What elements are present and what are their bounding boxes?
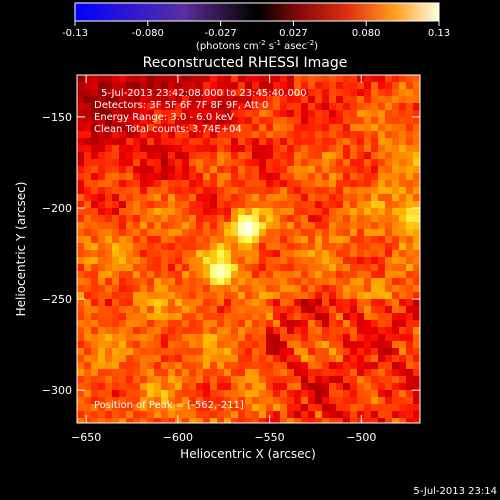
colorbar-tick-label: 0.027: [279, 28, 308, 39]
x-axis-label: Heliocentric X (arcsec): [180, 447, 316, 461]
y-tick-label: −250: [42, 293, 72, 306]
footer-date: 5-Jul-2013 23:14: [413, 486, 497, 497]
colorbar-tick-label: -0.080: [132, 28, 164, 39]
colorbar-tick-label: 0.13: [428, 28, 450, 39]
chart-title: Reconstructed RHESSI Image: [143, 55, 348, 71]
heatmap-image: [77, 75, 420, 423]
plot-frame: [76, 74, 421, 424]
colorbar-tick-label: -0.13: [62, 28, 88, 39]
clean-counts-annotation: Clean Total counts: 3.74E+04: [94, 124, 242, 135]
colorbar-tick-label: -0.027: [204, 28, 236, 39]
x-tick-label: −550: [254, 431, 284, 444]
y-tick-label: −150: [42, 111, 72, 124]
colorbar-ticks: -0.13 -0.080 -0.027 0.027 0.080 0.13: [62, 21, 450, 39]
x-tick-label: −600: [163, 431, 193, 444]
x-tick-label: −500: [346, 431, 376, 444]
time-range-annotation: 5-Jul-2013 23:42:08.000 to 23:45:40.000: [101, 88, 307, 99]
y-tick-label: −200: [42, 202, 72, 215]
colorbar: [74, 2, 440, 22]
colorbar-unit-label: (photons cm-2 s-1 asec-2): [196, 39, 318, 52]
detectors-annotation: Detectors: 3F 5F 6F 7F 8F 9F, Att 0: [94, 100, 268, 111]
y-tick-label: −300: [42, 384, 72, 397]
y-axis-label: Heliocentric Y (arcsec): [14, 182, 28, 317]
y-axis-ticks: −150 −200 −250 −300: [42, 111, 420, 397]
energy-range-annotation: Energy Range: 3.0 - 6.0 keV: [94, 112, 234, 123]
x-tick-label: −650: [71, 431, 101, 444]
x-axis-ticks: −650 −600 −550 −500: [71, 75, 376, 444]
peak-position-annotation: Position of Peak = [-562,-211]: [94, 400, 244, 411]
colorbar-tick-label: 0.080: [352, 28, 381, 39]
